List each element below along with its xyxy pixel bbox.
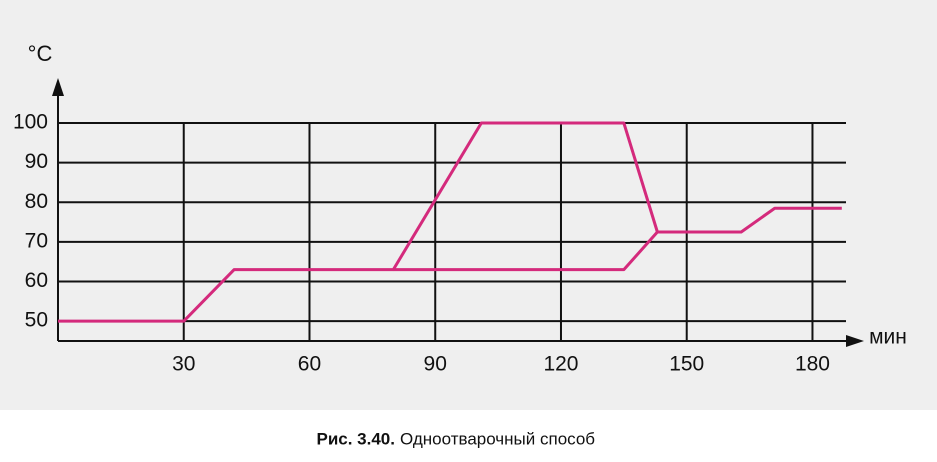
x-tick-label: 60 [298, 353, 321, 376]
x-axis-arrow [846, 335, 864, 347]
y-tick-label: 60 [25, 269, 48, 292]
x-tick-label: 180 [795, 353, 830, 376]
figure-label: Рис. 3.40. [316, 429, 395, 448]
y-axis-arrow [52, 78, 64, 96]
y-tick-label: 50 [25, 309, 48, 332]
x-axis-label: мин [869, 326, 907, 349]
x-tick-label: 150 [669, 353, 704, 376]
y-tick-label: 80 [25, 190, 48, 213]
x-tick-label: 120 [543, 353, 578, 376]
x-tick-label: 90 [424, 353, 447, 376]
y-tick-label: 100 [13, 111, 48, 134]
x-tick-label: 30 [172, 353, 195, 376]
y-tick-label: 70 [25, 229, 48, 252]
y-tick-label: 90 [25, 150, 48, 173]
scan-background [0, 0, 937, 410]
caption: Одноотварочный способ [400, 429, 595, 448]
y-axis-label: °C [28, 41, 53, 66]
data-line [58, 121, 842, 323]
data-line [393, 231, 659, 272]
